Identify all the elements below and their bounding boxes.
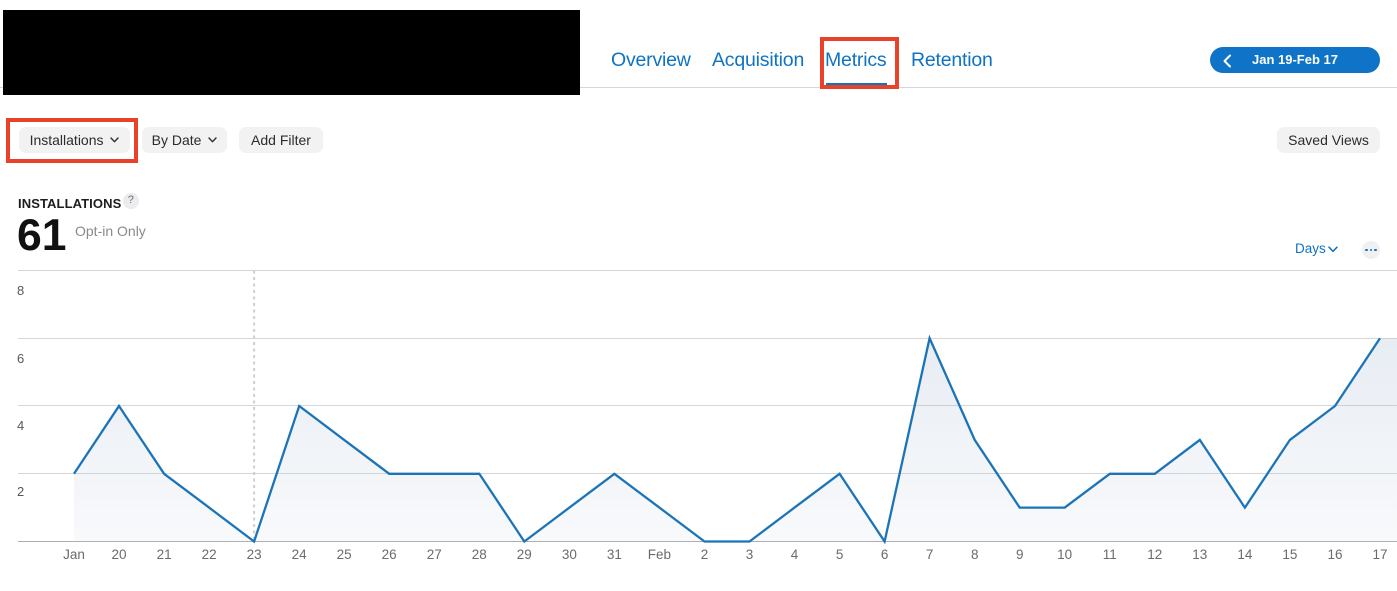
svg-text:29: 29 bbox=[517, 547, 532, 562]
svg-text:20: 20 bbox=[111, 547, 126, 562]
svg-text:12: 12 bbox=[1147, 547, 1162, 562]
svg-text:26: 26 bbox=[382, 547, 397, 562]
svg-text:2: 2 bbox=[17, 484, 24, 499]
svg-text:15: 15 bbox=[1282, 547, 1297, 562]
svg-text:21: 21 bbox=[157, 547, 172, 562]
svg-text:22: 22 bbox=[202, 547, 217, 562]
svg-text:28: 28 bbox=[472, 547, 487, 562]
svg-text:25: 25 bbox=[337, 547, 352, 562]
svg-text:4: 4 bbox=[17, 418, 24, 433]
svg-text:23: 23 bbox=[247, 547, 262, 562]
svg-text:17: 17 bbox=[1372, 547, 1387, 562]
svg-text:9: 9 bbox=[1016, 547, 1024, 562]
svg-text:31: 31 bbox=[607, 547, 622, 562]
svg-text:7: 7 bbox=[926, 547, 934, 562]
svg-text:2: 2 bbox=[701, 547, 709, 562]
svg-text:13: 13 bbox=[1192, 547, 1207, 562]
svg-text:11: 11 bbox=[1103, 547, 1117, 562]
svg-text:14: 14 bbox=[1237, 547, 1253, 562]
svg-text:6: 6 bbox=[17, 351, 24, 366]
svg-text:6: 6 bbox=[881, 547, 889, 562]
svg-text:Feb: Feb bbox=[648, 547, 671, 562]
svg-text:24: 24 bbox=[292, 547, 308, 562]
svg-text:30: 30 bbox=[562, 547, 577, 562]
svg-text:27: 27 bbox=[427, 547, 442, 562]
svg-text:8: 8 bbox=[971, 547, 979, 562]
svg-text:4: 4 bbox=[791, 547, 799, 562]
svg-text:8: 8 bbox=[17, 283, 24, 298]
svg-text:3: 3 bbox=[746, 547, 754, 562]
svg-text:10: 10 bbox=[1057, 547, 1072, 562]
svg-text:16: 16 bbox=[1327, 547, 1342, 562]
svg-text:Jan: Jan bbox=[63, 547, 85, 562]
svg-text:5: 5 bbox=[836, 547, 844, 562]
